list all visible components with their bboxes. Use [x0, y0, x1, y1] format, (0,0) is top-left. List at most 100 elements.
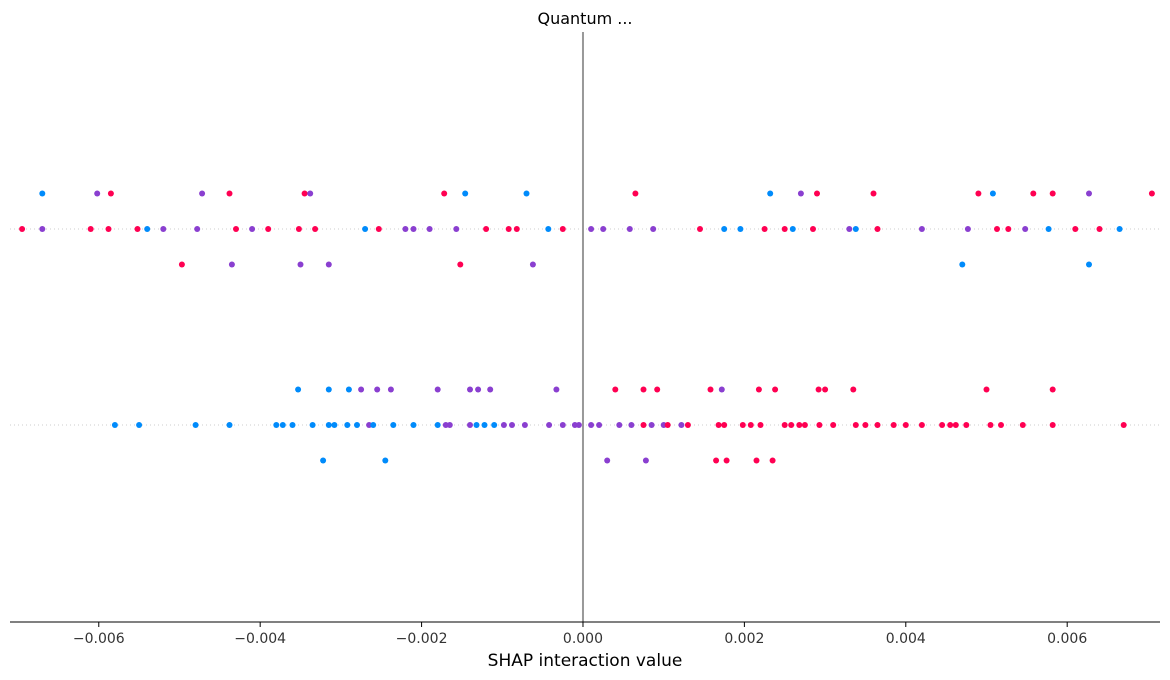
data-point — [648, 422, 655, 428]
data-point — [295, 386, 302, 393]
data-point — [529, 261, 536, 268]
data-point — [559, 226, 566, 232]
data-point — [309, 422, 316, 428]
data-point — [226, 422, 233, 428]
data-point — [297, 261, 304, 268]
data-point — [481, 422, 488, 428]
data-point — [987, 422, 994, 428]
data-point — [721, 422, 728, 428]
data-point — [850, 386, 857, 393]
data-point — [144, 226, 151, 232]
data-point — [354, 422, 360, 428]
data-point — [331, 422, 338, 428]
data-point — [796, 422, 803, 428]
data-point — [107, 190, 114, 197]
data-point — [640, 386, 647, 393]
data-point — [713, 457, 720, 464]
data-point — [509, 422, 515, 428]
data-point — [959, 261, 966, 268]
data-point — [789, 226, 796, 232]
data-point — [964, 226, 971, 232]
data-point — [467, 386, 473, 393]
data-point — [473, 422, 480, 428]
data-point — [870, 190, 877, 197]
data-point — [410, 226, 417, 232]
data-point — [1030, 190, 1037, 197]
data-point — [747, 422, 754, 428]
x-axis-ticks: −0.006 −0.004 −0.002 0.000 0.002 0.004 0.006 — [73, 622, 1087, 647]
data-point — [890, 422, 897, 428]
data-point — [753, 457, 760, 464]
data-point — [1096, 226, 1103, 232]
data-point — [994, 226, 1000, 232]
data-point — [697, 226, 703, 232]
data-point — [801, 422, 808, 428]
x-tick-label: −0.004 — [234, 631, 286, 647]
data-point — [604, 457, 611, 464]
data-point — [434, 422, 441, 428]
data-point — [755, 386, 762, 393]
data-point — [358, 386, 365, 393]
data-point — [505, 226, 512, 232]
data-point — [628, 422, 635, 428]
data-point — [721, 226, 728, 232]
data-point — [325, 422, 332, 428]
data-point — [772, 386, 779, 393]
data-point — [739, 422, 746, 428]
data-point — [767, 190, 774, 197]
data-point — [345, 386, 352, 393]
data-point — [918, 422, 925, 428]
row-guidelines — [10, 228, 1160, 426]
data-point — [654, 386, 661, 393]
data-point — [273, 422, 280, 428]
data-point — [588, 226, 595, 232]
data-point — [289, 422, 296, 428]
data-point — [575, 422, 582, 428]
data-point — [718, 386, 725, 393]
data-point — [1049, 386, 1056, 393]
data-point — [553, 386, 560, 393]
data-point — [816, 422, 823, 428]
data-point — [446, 422, 453, 428]
x-tick-label: 0.006 — [1047, 631, 1087, 647]
data-point — [989, 190, 996, 197]
data-point — [295, 226, 302, 232]
data-point — [707, 386, 714, 393]
data-point — [249, 226, 256, 232]
data-point — [1049, 190, 1056, 197]
x-tick-label: 0.000 — [563, 631, 603, 647]
data-point — [136, 422, 143, 428]
data-point — [402, 226, 409, 232]
data-point — [487, 386, 494, 393]
data-point — [362, 226, 369, 232]
data-point — [178, 261, 185, 268]
data-point — [918, 226, 925, 232]
data-point — [781, 422, 788, 428]
data-point — [382, 457, 389, 464]
data-point — [228, 261, 235, 268]
data-point — [983, 386, 990, 393]
data-point — [410, 422, 417, 428]
data-point — [483, 226, 490, 232]
data-point — [111, 422, 118, 428]
data-point — [375, 226, 382, 232]
data-point — [632, 190, 639, 197]
data-point — [939, 422, 946, 428]
data-point — [975, 190, 982, 197]
data-point — [1005, 226, 1012, 232]
data-point — [1086, 190, 1092, 197]
data-point — [325, 261, 332, 268]
data-point — [616, 422, 623, 428]
data-point — [822, 386, 829, 393]
data-point — [39, 190, 46, 197]
data-point — [513, 226, 520, 232]
chart-title: Quantum ... — [537, 9, 632, 28]
data-point — [781, 226, 788, 232]
data-point — [94, 190, 101, 197]
data-point — [1072, 226, 1079, 232]
data-point — [491, 422, 498, 428]
data-point — [810, 226, 816, 232]
data-point — [1045, 226, 1052, 232]
data-point — [545, 226, 552, 232]
